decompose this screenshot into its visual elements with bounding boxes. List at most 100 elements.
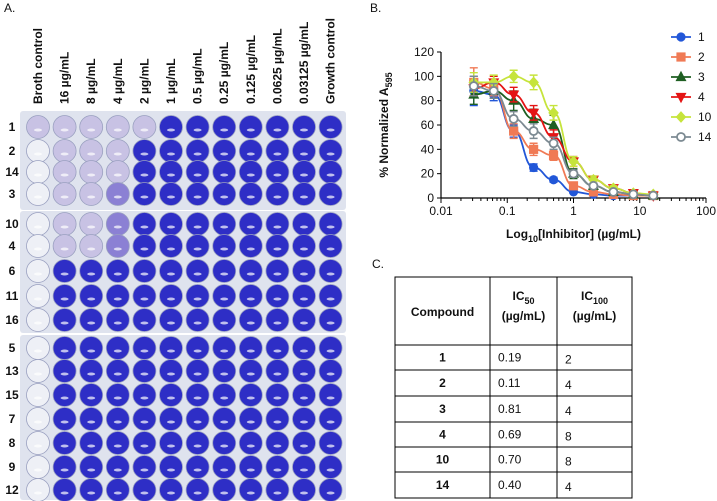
well: [132, 478, 157, 501]
well-highlight: [60, 349, 69, 353]
well: [212, 182, 237, 206]
well-highlight: [140, 321, 149, 325]
well-highlight: [273, 173, 282, 177]
series-line: [473, 85, 654, 197]
well: [105, 115, 130, 139]
well: [265, 359, 290, 383]
well: [238, 182, 263, 206]
well: [52, 182, 77, 206]
well-highlight: [140, 491, 149, 495]
well-highlight: [273, 349, 282, 353]
data-point: [568, 168, 579, 179]
well-highlight: [167, 225, 175, 229]
y-tick-label: 120: [414, 45, 434, 59]
well-highlight: [246, 128, 255, 132]
well: [79, 284, 104, 308]
data-point: [528, 108, 540, 120]
well-highlight: [113, 491, 122, 495]
well-highlight: [167, 396, 175, 400]
legend-marker: [675, 92, 687, 104]
well-highlight: [113, 152, 122, 156]
well: [292, 259, 316, 283]
data-point: [548, 106, 559, 119]
well: [105, 308, 130, 332]
legend-marker: [675, 70, 687, 82]
x-axis-label-sub: 10: [528, 234, 538, 244]
well-highlight: [300, 491, 308, 495]
well-highlight: [167, 173, 175, 177]
legend-label: 10: [698, 110, 712, 124]
table-cell: 4: [565, 378, 572, 392]
well: [212, 383, 237, 407]
well-highlight: [220, 247, 229, 251]
well: [292, 478, 316, 501]
well: [26, 182, 50, 206]
column-label: 0.03125 µg/mL: [297, 22, 311, 104]
well: [132, 234, 157, 258]
legend-marker: [676, 132, 686, 142]
well: [185, 455, 210, 479]
well-highlight: [300, 173, 308, 177]
well: [105, 284, 130, 308]
well: [26, 407, 50, 431]
column-label: 8 µg/mL: [84, 58, 98, 104]
well: [159, 160, 183, 184]
well-highlight: [220, 468, 229, 472]
legend-label: 3: [698, 70, 705, 84]
table-cell: 3: [439, 402, 446, 416]
well-highlight: [220, 173, 229, 177]
well: [265, 259, 290, 283]
well-highlight: [60, 468, 69, 472]
well-highlight: [60, 272, 69, 276]
table-header-sub: 100: [593, 296, 608, 306]
well-highlight: [326, 372, 335, 376]
well-highlight: [167, 468, 175, 472]
well-highlight: [140, 247, 149, 251]
well-highlight: [273, 128, 282, 132]
well-highlight: [60, 173, 69, 177]
well: [132, 259, 157, 283]
row-label: 11: [6, 289, 19, 303]
well: [159, 308, 183, 332]
well-highlight: [113, 420, 122, 424]
table-header-main: IC: [581, 289, 593, 303]
well-highlight: [220, 297, 229, 301]
well: [292, 212, 316, 236]
well-highlight: [326, 468, 335, 472]
well: [159, 478, 183, 501]
well-highlight: [326, 173, 335, 177]
well-highlight: [246, 272, 255, 276]
well: [292, 407, 316, 431]
well-highlight: [167, 349, 175, 353]
well-highlight: [273, 247, 282, 251]
well-highlight: [273, 396, 282, 400]
well-highlight: [273, 444, 282, 448]
well-highlight: [140, 272, 149, 276]
table-cell: 0.81: [498, 402, 522, 416]
data-point: [548, 175, 559, 185]
well: [238, 431, 263, 455]
row-label: 9: [9, 460, 16, 474]
well: [238, 115, 263, 139]
well: [318, 359, 343, 383]
well-highlight: [34, 195, 42, 199]
table-header: IC100: [581, 289, 608, 306]
well: [318, 115, 343, 139]
data-point: [568, 181, 579, 191]
x-axis-label-post: [Inhibitor] (µg/mL): [538, 227, 641, 241]
well-highlight: [300, 195, 308, 199]
well: [318, 431, 343, 455]
table-cell: 8: [565, 430, 572, 444]
y-tick-label: 80: [421, 94, 435, 108]
well-highlight: [34, 420, 42, 424]
well-highlight: [34, 128, 42, 132]
well-highlight: [246, 444, 255, 448]
row-label: 3: [9, 187, 16, 201]
well-highlight: [326, 247, 335, 251]
well-highlight: [193, 491, 202, 495]
well-highlight: [60, 396, 69, 400]
well: [265, 234, 290, 258]
well: [79, 212, 104, 236]
well: [265, 407, 290, 431]
